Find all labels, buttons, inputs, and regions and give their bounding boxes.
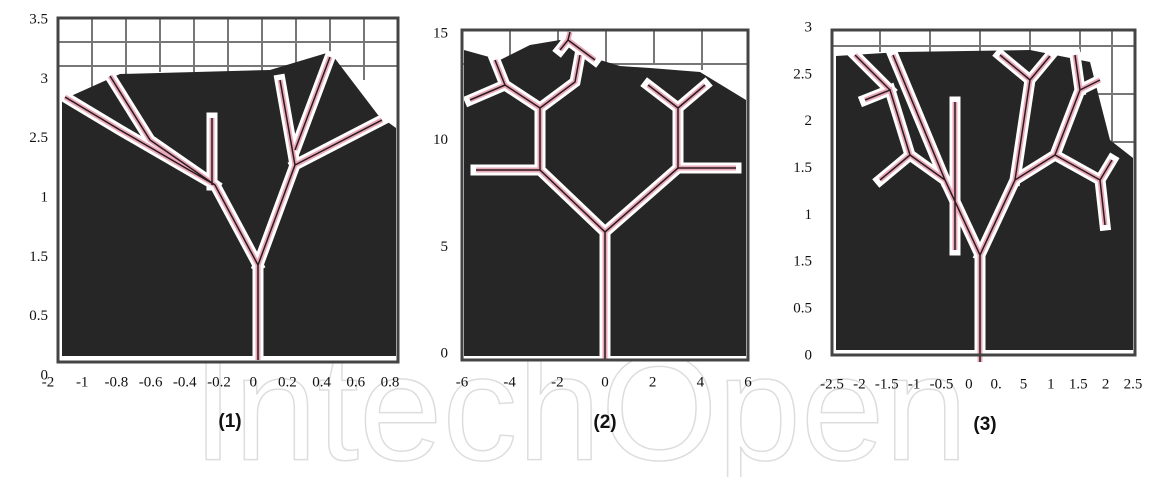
- y-tick-label: 1: [805, 207, 813, 223]
- frame: [56, 16, 400, 364]
- x-tick-label: -1.5: [875, 376, 899, 392]
- x-tick-label: 1: [1047, 376, 1055, 392]
- x-tick-label: 1.5: [1069, 376, 1088, 392]
- tree: [57, 49, 390, 366]
- y-tick-label: 0: [441, 345, 449, 361]
- frame: [830, 28, 1137, 357]
- tree: [847, 47, 1120, 368]
- y-tick-label: 3: [805, 19, 813, 35]
- y-tick-label: 1.5: [793, 160, 812, 176]
- y-tick-label: 3: [41, 71, 49, 87]
- y-tick-label: 2.5: [29, 130, 48, 146]
- x-tick-label: -6: [456, 374, 469, 390]
- x-tick-label: 2: [1102, 376, 1110, 392]
- y-tick-label: 1.5: [793, 254, 812, 270]
- x-tick-label: 0: [965, 376, 973, 392]
- x-tick-label: 0.2: [278, 374, 297, 390]
- x-tick-label: 2.5: [1124, 376, 1143, 392]
- x-tick-label: 4: [697, 374, 705, 390]
- x-tick-label: -1: [76, 374, 89, 390]
- x-tick-label: -4: [503, 374, 516, 390]
- caption: (3): [973, 414, 996, 435]
- caption: (1): [218, 411, 241, 432]
- y-tick-label: 5: [441, 239, 449, 255]
- x-tick-label: -0.5: [930, 376, 954, 392]
- x-tick-label: -0.8: [105, 374, 129, 390]
- x-tick-label: 0.6: [346, 374, 365, 390]
- y-tick-label: 2: [805, 113, 813, 129]
- grid: [58, 18, 398, 90]
- x-tick-label: -0.6: [139, 374, 163, 390]
- x-tick-label: -2: [551, 374, 564, 390]
- y-tick-label: 0: [805, 347, 813, 363]
- x-tick-label: 0.: [991, 376, 1002, 392]
- x-tick-label: -2: [42, 374, 55, 390]
- x-tick-label: 5: [1020, 376, 1028, 392]
- x-tick-label: 0.4: [312, 374, 331, 390]
- x-tick-label: 6: [744, 374, 752, 390]
- panel-3: [830, 28, 1137, 368]
- y-tick-label: 1.5: [29, 249, 48, 265]
- y-tick-label: 0.5: [29, 308, 48, 324]
- panel-1: [56, 16, 400, 366]
- x-tick-label: 2: [649, 374, 657, 390]
- y-tick-label: 2.5: [793, 66, 812, 82]
- y-tick-label: 1: [41, 189, 49, 205]
- y-tick-label: 0.5: [793, 301, 812, 317]
- caption: (2): [593, 412, 616, 433]
- x-tick-label: 0: [601, 374, 609, 390]
- x-tick-label: -1: [908, 376, 921, 392]
- canopy: [836, 50, 1133, 350]
- y-tick-label: 15: [433, 25, 448, 41]
- x-tick-label: -2: [853, 376, 866, 392]
- frame: [460, 28, 750, 362]
- x-tick-label: 0.8: [381, 374, 400, 390]
- x-tick-label: 0: [249, 374, 257, 390]
- x-tick-label: -2.5: [820, 376, 844, 392]
- x-tick-label: -0.2: [207, 374, 231, 390]
- y-tick-label: 10: [433, 132, 448, 148]
- x-tick-label: -0.4: [173, 374, 197, 390]
- panel-2: [460, 25, 750, 366]
- y-tick-label: 3.5: [29, 11, 48, 27]
- y-tick-label: 0: [41, 367, 49, 383]
- tree: [462, 25, 742, 366]
